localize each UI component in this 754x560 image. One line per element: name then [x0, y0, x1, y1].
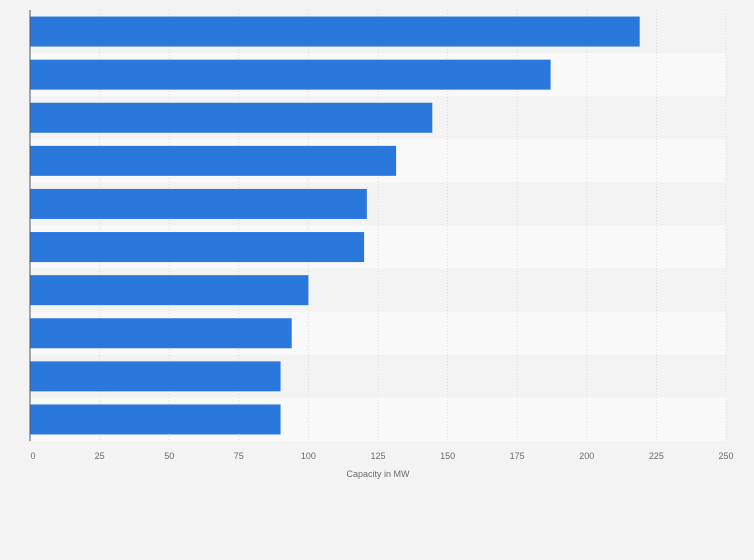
- x-tick-label: 250: [718, 451, 733, 461]
- x-tick-label: 200: [579, 451, 594, 461]
- x-tick-label: 50: [164, 451, 174, 461]
- bar[interactable]: [30, 318, 292, 349]
- x-tick-label: 0: [30, 451, 35, 461]
- bar[interactable]: [30, 404, 281, 435]
- x-tick-label: 150: [440, 451, 455, 461]
- bar[interactable]: [30, 275, 309, 306]
- bar[interactable]: [30, 16, 640, 47]
- bar[interactable]: [30, 188, 367, 219]
- bar[interactable]: [30, 59, 551, 90]
- x-tick-label: 25: [95, 451, 105, 461]
- bar[interactable]: [30, 361, 281, 392]
- x-tick-label: 175: [510, 451, 525, 461]
- x-axis-title: Capacity in MW: [346, 469, 410, 479]
- bar[interactable]: [30, 145, 397, 176]
- x-tick-label: 75: [234, 451, 244, 461]
- x-tick-label: 225: [649, 451, 664, 461]
- x-tick-labels: 0 25 50 75 100 125 150 175 200 225 250: [30, 451, 733, 461]
- bars: [30, 16, 640, 435]
- x-tick-label: 100: [301, 451, 316, 461]
- bar[interactable]: [30, 232, 365, 263]
- x-tick-label: 125: [370, 451, 385, 461]
- bar[interactable]: [30, 102, 433, 133]
